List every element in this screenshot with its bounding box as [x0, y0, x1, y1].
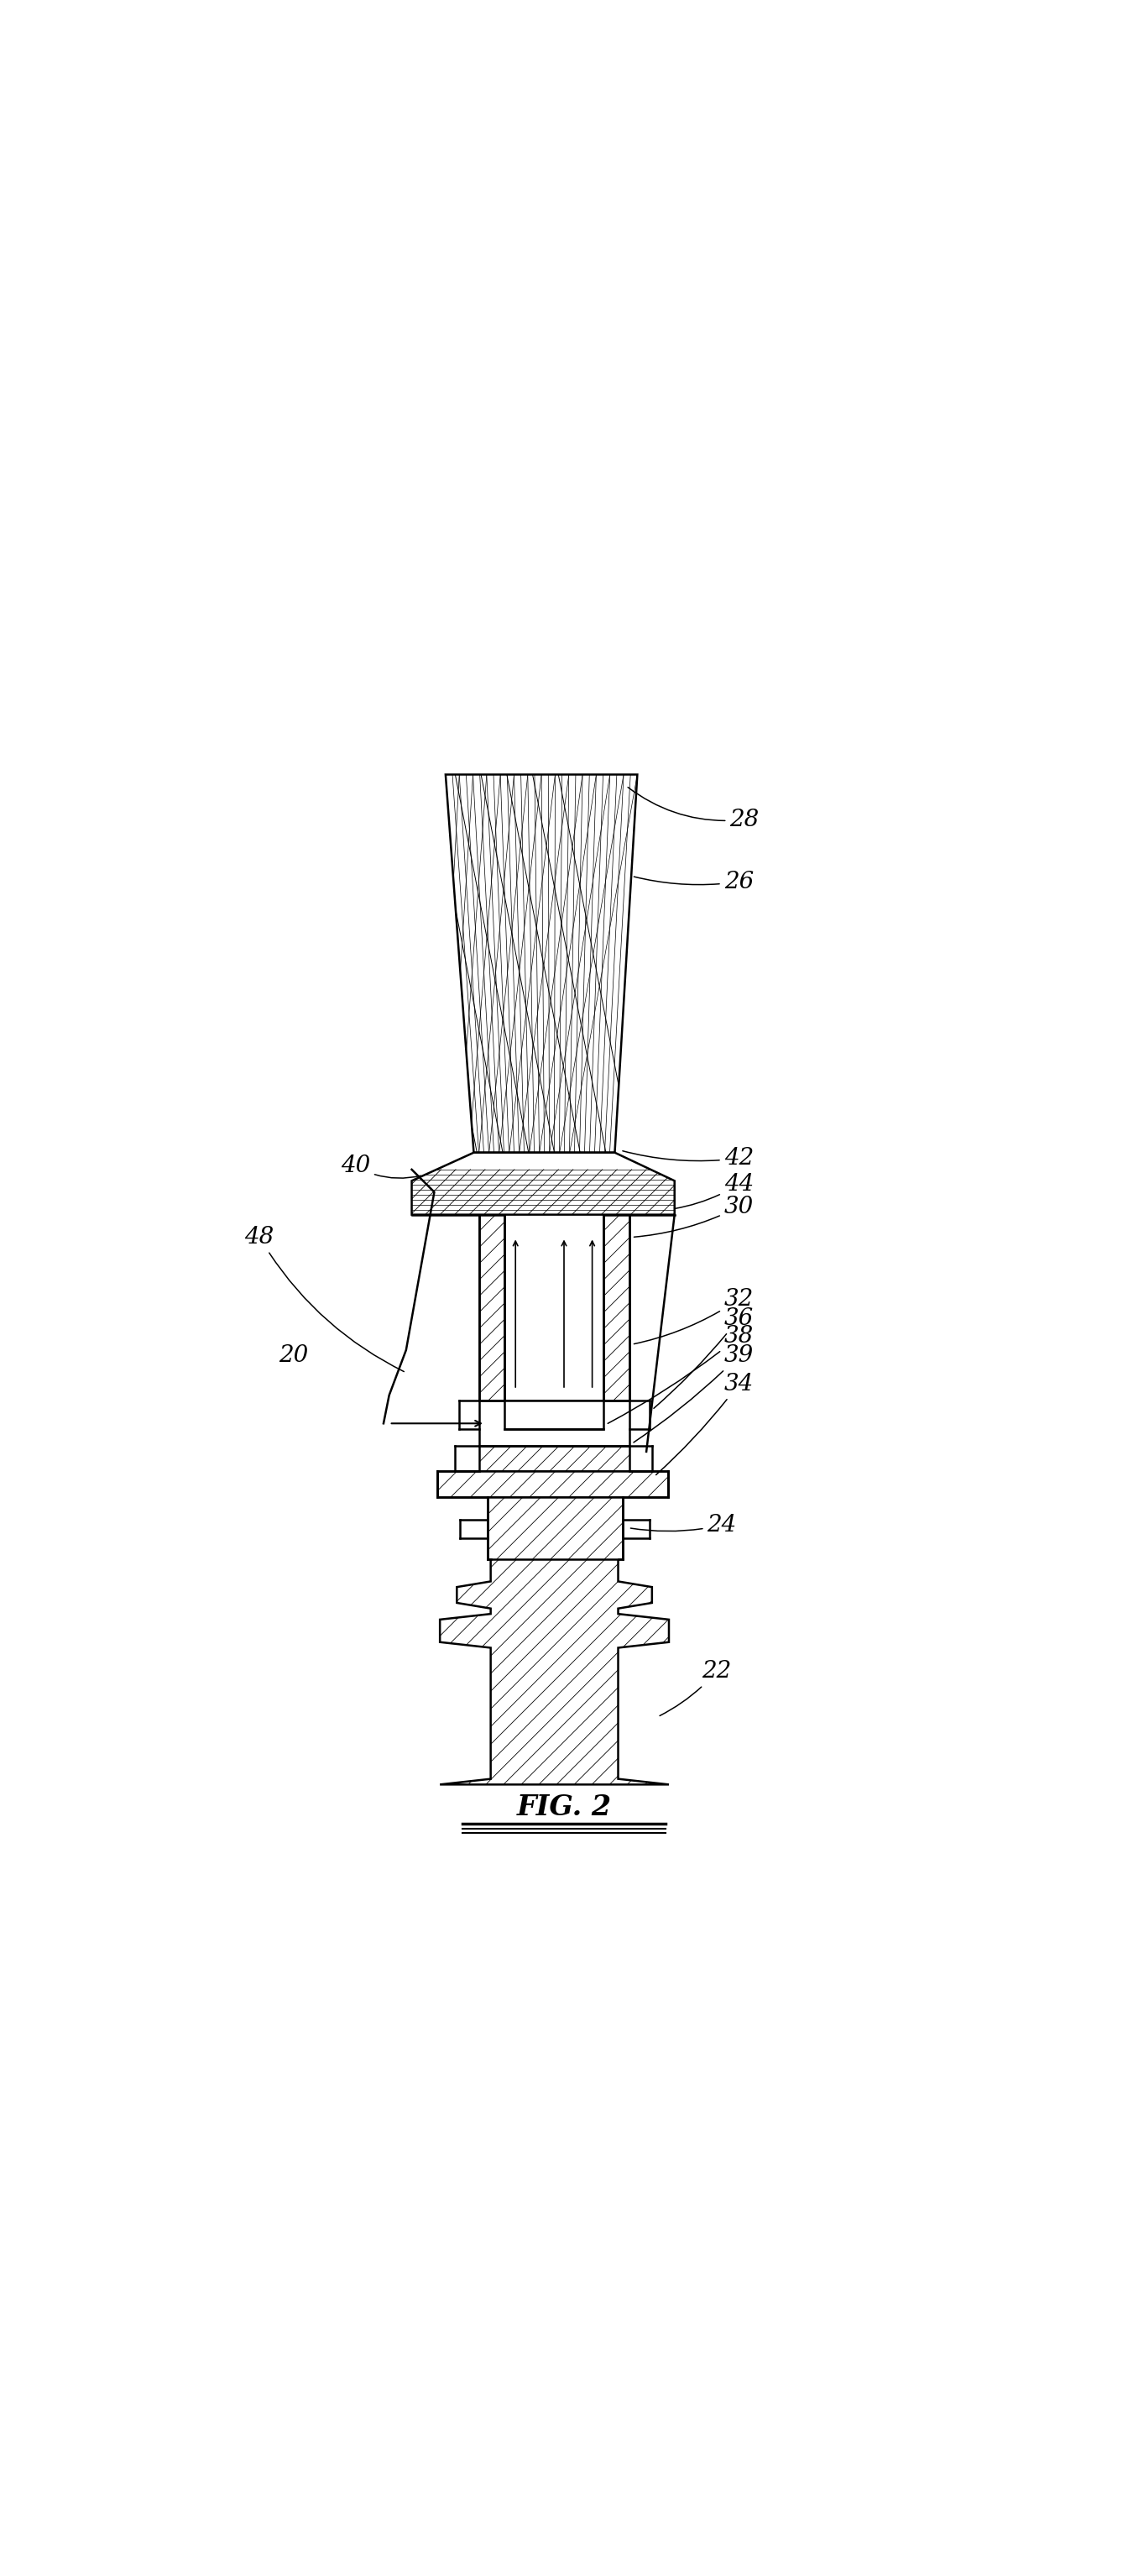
Polygon shape — [479, 1445, 629, 1471]
Polygon shape — [479, 1216, 504, 1401]
Polygon shape — [438, 1471, 668, 1497]
Text: 24: 24 — [631, 1515, 737, 1535]
Polygon shape — [603, 1216, 629, 1401]
Text: 39: 39 — [634, 1345, 754, 1443]
Polygon shape — [504, 1401, 603, 1430]
Polygon shape — [412, 1151, 675, 1216]
Text: 20: 20 — [279, 1345, 308, 1368]
Text: 30: 30 — [634, 1195, 754, 1236]
Text: 36: 36 — [654, 1306, 754, 1409]
Text: 44: 44 — [675, 1172, 754, 1208]
Text: FIG. 2: FIG. 2 — [517, 1793, 611, 1821]
Polygon shape — [446, 775, 637, 1151]
Text: 48: 48 — [245, 1226, 404, 1370]
Text: 26: 26 — [634, 871, 754, 894]
Polygon shape — [487, 1497, 623, 1558]
Text: 40: 40 — [341, 1154, 421, 1177]
Text: 38: 38 — [608, 1324, 754, 1425]
Text: 28: 28 — [628, 788, 759, 832]
Text: 34: 34 — [656, 1373, 754, 1476]
Polygon shape — [440, 1558, 669, 1785]
Text: 22: 22 — [660, 1662, 731, 1716]
Text: 32: 32 — [634, 1288, 754, 1345]
Text: 42: 42 — [623, 1146, 754, 1170]
